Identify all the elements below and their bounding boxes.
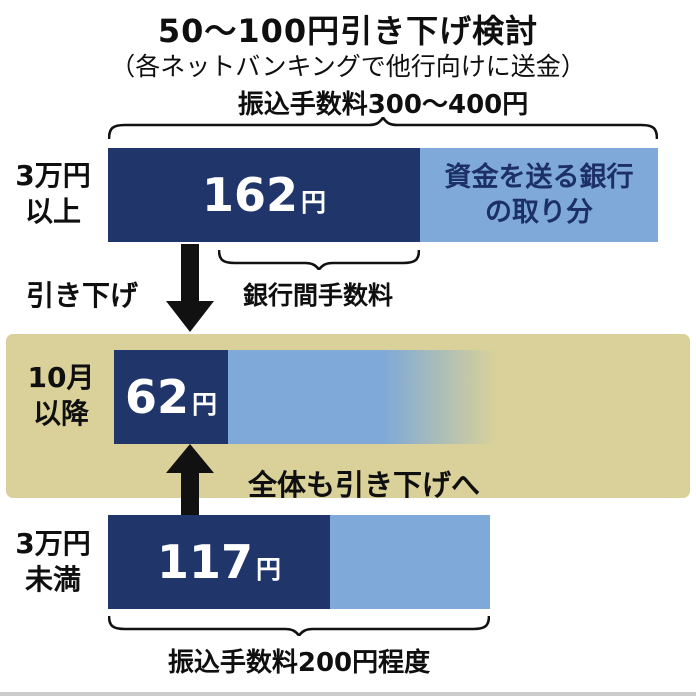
row-label-line: 以降 xyxy=(32,397,89,431)
interbank-fee-bar-over-30k: 162 円 xyxy=(108,148,420,242)
bank-share-label: の取り分 xyxy=(485,197,593,228)
row-label-october: 10月 以降 xyxy=(10,360,112,433)
bottom-brace xyxy=(108,616,490,636)
fee-value-group: 117 円 xyxy=(157,539,281,586)
fee-unit: 円 xyxy=(256,554,282,584)
down-arrow-icon xyxy=(166,244,214,332)
fee-value: 117 xyxy=(156,534,253,589)
cut-label: 引き下げ xyxy=(26,279,139,312)
bank-share-label: 資金を送る銀行 xyxy=(444,161,634,193)
fee-value-group: 62 円 xyxy=(125,374,217,421)
overall-cut-label: 全体も引き下げへ xyxy=(248,468,481,502)
bank-share-bar-under-30k xyxy=(330,515,490,609)
bank-share-bar-over-30k: 資金を送る銀行 の取り分 xyxy=(420,148,658,242)
fee-unit: 円 xyxy=(192,389,218,419)
total-fee-low-label: 振込手数料200円程度 xyxy=(167,648,431,678)
fee-value: 162 xyxy=(201,167,298,222)
row-label-over-30k: 3万円 以上 xyxy=(2,158,104,231)
fee-unit: 円 xyxy=(301,187,327,217)
row-label-line: 未満 xyxy=(24,563,81,597)
bank-share-bar-october-faded xyxy=(228,350,496,444)
row-label-under-30k: 3万円 未満 xyxy=(2,526,104,599)
up-arrow-icon xyxy=(166,444,214,516)
fee-value-group: 162 円 xyxy=(202,172,326,219)
top-brace xyxy=(108,117,658,139)
interbank-brace xyxy=(218,250,420,270)
row-label-line: 3万円 xyxy=(15,527,91,560)
row-label-line: 3万円 xyxy=(15,159,91,192)
interbank-fee-bar-october: 62 円 xyxy=(114,350,228,444)
row-label-line: 以上 xyxy=(24,195,81,229)
total-fee-high-label: 振込手数料300～400円 xyxy=(237,90,529,120)
row-label-line: 10月 xyxy=(27,361,95,394)
fee-value: 62 xyxy=(124,369,189,424)
bottom-divider xyxy=(0,692,696,696)
page-title: 50～100円引き下げ検討 xyxy=(157,12,539,50)
interbank-fee-label: 銀行間手数料 xyxy=(242,281,393,310)
subtitle: （各ネットバンキングで他行向けに送金） xyxy=(110,52,586,81)
interbank-fee-bar-under-30k: 117 円 xyxy=(108,515,330,609)
